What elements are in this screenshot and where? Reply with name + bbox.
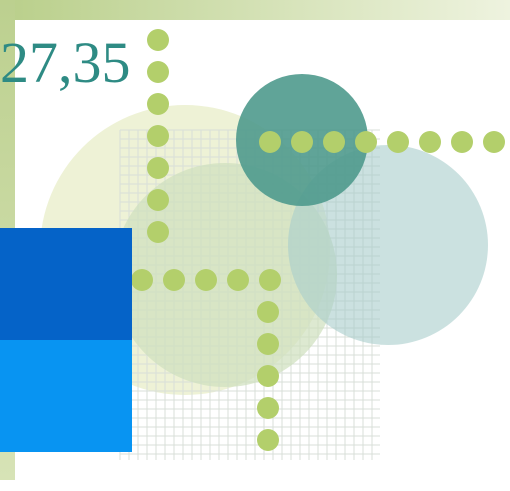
dot <box>257 397 279 419</box>
dot <box>147 189 169 211</box>
dot <box>147 221 169 243</box>
top-bar <box>0 0 510 20</box>
dot <box>147 29 169 51</box>
slide: 27,35 <box>0 0 510 491</box>
dot <box>483 131 505 153</box>
block-bright-blue <box>0 340 132 452</box>
dot <box>451 131 473 153</box>
dot <box>147 157 169 179</box>
dot <box>147 125 169 147</box>
dot <box>323 131 345 153</box>
dot <box>259 269 281 291</box>
dot <box>131 269 153 291</box>
dot <box>259 131 281 153</box>
dot <box>291 131 313 153</box>
dot <box>257 365 279 387</box>
dot <box>355 131 377 153</box>
dot <box>257 301 279 323</box>
dot <box>257 333 279 355</box>
dot <box>227 269 249 291</box>
slide-number: 27,35 <box>0 30 131 95</box>
block-dark-blue <box>0 228 132 340</box>
dot <box>163 269 185 291</box>
dot <box>147 61 169 83</box>
dot <box>387 131 409 153</box>
dot <box>257 429 279 451</box>
dot <box>195 269 217 291</box>
dot <box>419 131 441 153</box>
dot <box>147 93 169 115</box>
